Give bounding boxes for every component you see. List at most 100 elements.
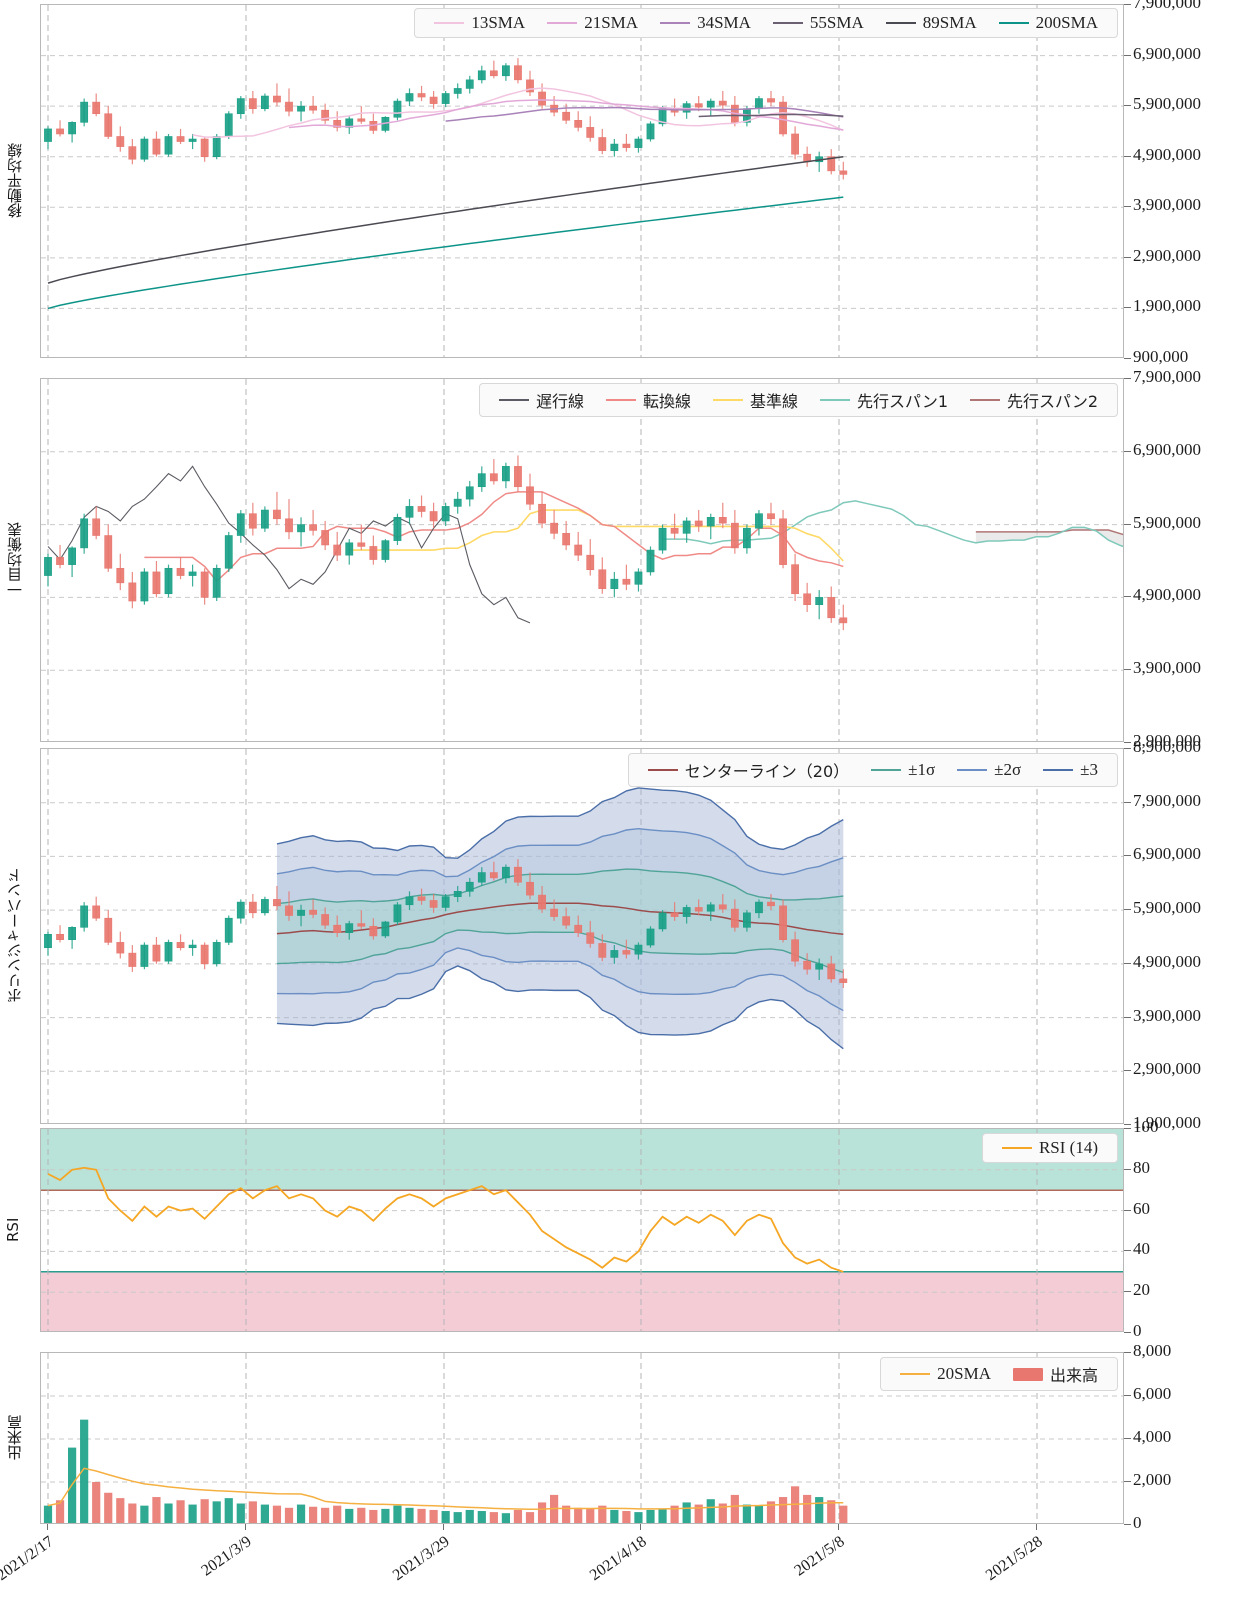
y-tick-label-moving-average: 3,900,000 — [1133, 195, 1201, 215]
x-tick-mark — [443, 1524, 444, 1530]
legend-item-ichimoku-0[interactable]: 遅行線 — [488, 388, 595, 412]
legend-item-ichimoku-1[interactable]: 転換線 — [595, 388, 702, 412]
plot-area-ichimoku — [40, 378, 1124, 742]
x-tick-mark — [245, 1524, 246, 1530]
legend-label: センターライン（20） — [684, 762, 850, 781]
legend-item-moving-average-5[interactable]: 200SMA — [988, 13, 1109, 33]
y-tick-mark — [1124, 1250, 1131, 1252]
legend-swatch-line-icon — [1001, 1147, 1032, 1149]
y-tick-label-bollinger: 8,900,000 — [1133, 737, 1201, 756]
y-tick-label-bollinger: 4,900,000 — [1133, 951, 1201, 971]
y-tick-label-moving-average: 6,900,000 — [1133, 43, 1201, 63]
legend-swatch-line-icon — [713, 399, 744, 401]
legend-item-rsi-0[interactable]: RSI (14) — [991, 1138, 1109, 1158]
y-tick-mark — [1124, 1128, 1131, 1129]
plot-svg-ichimoku — [41, 379, 1123, 741]
y-tick-mark — [1124, 962, 1131, 964]
y-tick-label-moving-average: 5,900,000 — [1133, 94, 1201, 114]
y-tick-mark — [1124, 1016, 1131, 1018]
legend-rsi[interactable]: RSI (14) — [981, 1133, 1118, 1163]
plot-svg-bollinger — [41, 749, 1123, 1123]
plot-area-volume — [40, 1352, 1124, 1524]
legend-bollinger[interactable]: センターライン（20） ±1σ ±2σ ±3 — [627, 753, 1118, 787]
y-tick-mark — [1124, 256, 1131, 258]
legend-item-bollinger-3[interactable]: ±3 — [1032, 760, 1109, 780]
legend-item-bollinger-0[interactable]: センターライン（20） — [637, 758, 860, 782]
legend-ichimoku[interactable]: 遅行線 転換線 基準線 先行スパン1 先行スパン2 — [478, 383, 1118, 417]
y-tick-mark — [1124, 378, 1131, 379]
legend-label: RSI (14) — [1038, 1138, 1098, 1157]
legend-item-moving-average-2[interactable]: 34SMA — [649, 13, 762, 33]
legend-item-ichimoku-3[interactable]: 先行スパン1 — [809, 388, 959, 412]
y-tick-label-bollinger: 1,900,000 — [1133, 1113, 1201, 1132]
y-tick-mark — [1124, 1291, 1131, 1293]
legend-moving-average[interactable]: 13SMA 21SMA 34SMA 55SMA 89SMA 200SMA — [414, 8, 1118, 38]
y-tick-label-rsi: 0 — [1133, 1321, 1142, 1340]
y-tick-mark — [1124, 206, 1131, 208]
x-tick-label: 2021/3/29 — [389, 1533, 453, 1585]
legend-label: 89SMA — [922, 13, 977, 32]
legend-item-bollinger-2[interactable]: ±2σ — [946, 760, 1032, 780]
y-tick-label-bollinger: 3,900,000 — [1133, 1005, 1201, 1025]
legend-swatch-line-icon — [1043, 769, 1074, 771]
legend-swatch-line-icon — [647, 769, 678, 771]
y-tick-mark — [1124, 801, 1131, 803]
legend-swatch-line-icon — [547, 22, 578, 24]
axis-title-moving-average: 移動平均線 — [6, 143, 24, 219]
y-tick-mark — [1124, 1395, 1131, 1396]
legend-swatch-line-icon — [772, 22, 803, 24]
y-tick-mark — [1124, 855, 1131, 857]
legend-item-moving-average-4[interactable]: 89SMA — [875, 13, 988, 33]
legend-label: 出来高 — [1049, 1366, 1098, 1385]
legend-item-volume-1[interactable]: 出来高 — [1002, 1362, 1109, 1386]
legend-label: 20SMA — [937, 1364, 991, 1383]
legend-item-moving-average-0[interactable]: 13SMA — [423, 13, 536, 33]
y-tick-label-volume: 2,000 — [1133, 1470, 1172, 1489]
y-tick-mark — [1124, 1352, 1131, 1353]
y-tick-label-ichimoku: 2,900,000 — [1133, 731, 1201, 750]
legend-label: 基準線 — [750, 392, 799, 411]
y-tick-mark — [1124, 596, 1131, 598]
y-tick-label-rsi: 80 — [1133, 1157, 1150, 1177]
legend-swatch-line-icon — [885, 22, 916, 24]
y-tick-label-ichimoku: 5,900,000 — [1133, 512, 1201, 532]
legend-label: ±2σ — [994, 760, 1022, 779]
legend-swatch-line-icon — [970, 399, 1001, 401]
axis-title-bollinger: ボリンジャーバンド — [6, 868, 24, 1004]
legend-swatch-line-icon — [660, 22, 691, 24]
legend-label: ±3 — [1080, 760, 1098, 779]
y-tick-mark — [1124, 1438, 1131, 1439]
legend-item-volume-0[interactable]: 20SMA — [889, 1364, 1002, 1384]
legend-item-moving-average-1[interactable]: 21SMA — [536, 13, 649, 33]
y-tick-label-rsi: 40 — [1133, 1239, 1150, 1259]
y-tick-label-moving-average: 2,900,000 — [1133, 245, 1201, 265]
axis-title-rsi: RSI — [4, 1217, 22, 1243]
y-tick-mark — [1124, 1481, 1131, 1482]
legend-label: 先行スパン1 — [857, 392, 949, 411]
legend-volume[interactable]: 20SMA 出来高 — [880, 1357, 1118, 1391]
axis-title-ichimoku: 一目均衡表 — [6, 522, 24, 598]
y-tick-label-volume: 4,000 — [1133, 1427, 1172, 1446]
y-tick-mark — [1124, 523, 1131, 525]
legend-item-bollinger-1[interactable]: ±1σ — [860, 760, 946, 780]
y-tick-label-volume: 8,000 — [1133, 1341, 1172, 1360]
legend-label: 200SMA — [1035, 13, 1098, 32]
y-tick-label-rsi: 20 — [1133, 1280, 1150, 1300]
legend-swatch-line-icon — [606, 399, 636, 401]
legend-item-ichimoku-4[interactable]: 先行スパン2 — [959, 388, 1109, 412]
legend-item-moving-average-3[interactable]: 55SMA — [762, 13, 875, 33]
y-tick-label-ichimoku: 3,900,000 — [1133, 658, 1201, 678]
legend-label: 55SMA — [809, 13, 864, 32]
legend-item-ichimoku-2[interactable]: 基準線 — [702, 388, 809, 412]
y-tick-label-rsi: 60 — [1133, 1198, 1150, 1218]
y-tick-mark — [1124, 1524, 1131, 1525]
x-tick-mark — [47, 1524, 48, 1530]
y-tick-label-ichimoku: 4,900,000 — [1133, 585, 1201, 605]
legend-label: 転換線 — [643, 392, 692, 411]
y-tick-label-moving-average: 7,900,000 — [1133, 0, 1201, 12]
legend-swatch-line-icon — [820, 399, 851, 401]
y-tick-mark — [1124, 748, 1131, 749]
y-tick-mark — [1124, 1124, 1131, 1125]
y-tick-label-moving-average: 4,900,000 — [1133, 144, 1201, 164]
x-tick-mark — [1036, 1524, 1037, 1530]
